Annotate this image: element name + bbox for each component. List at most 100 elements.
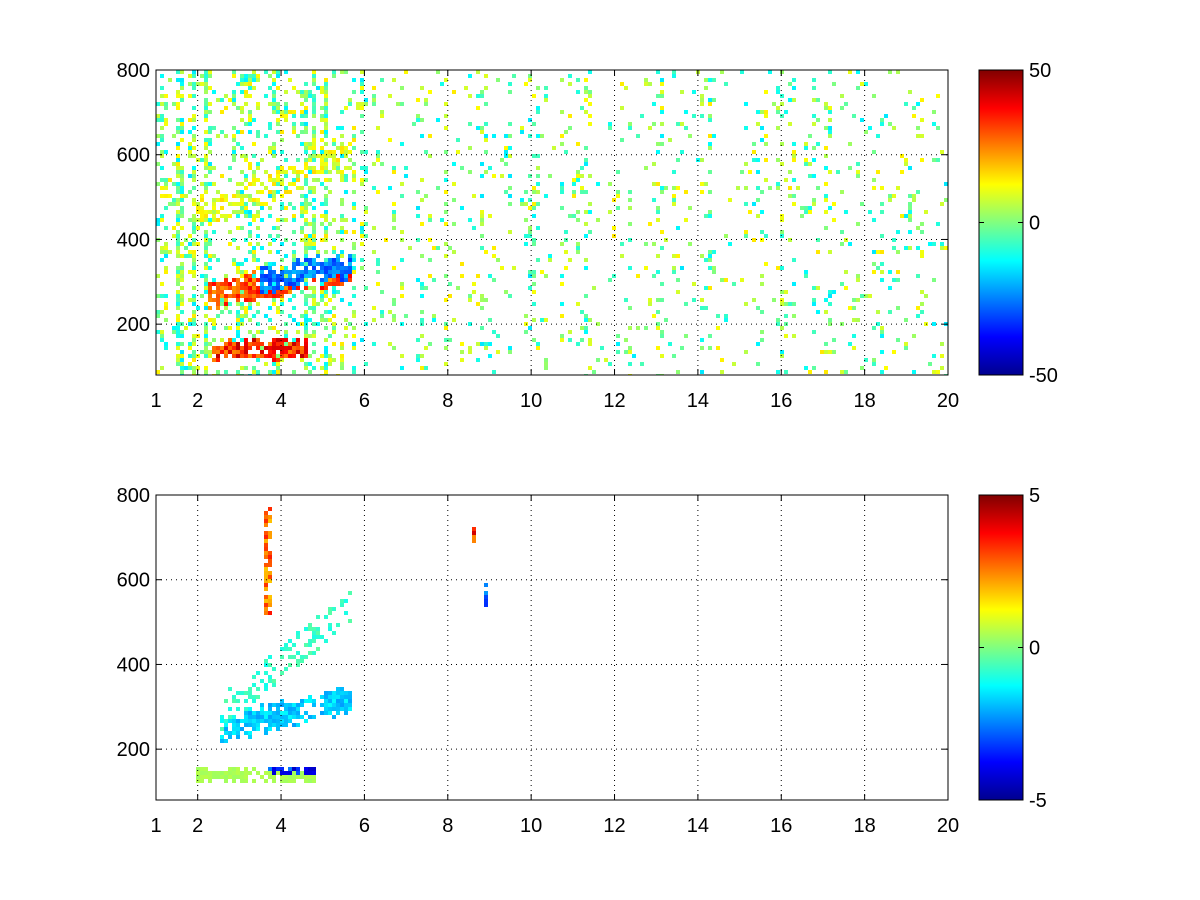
top-heatmap-cell [884, 114, 888, 118]
top-heatmap-cell [756, 362, 760, 366]
top-heatmap-cell [284, 346, 288, 350]
top-heatmap-cell [416, 338, 420, 342]
top-heatmap-cell [900, 170, 904, 174]
top-heatmap-cell [200, 194, 204, 198]
top-heatmap-cell [772, 298, 776, 302]
top-heatmap-cell [880, 270, 884, 274]
top-heatmap-cell [316, 270, 320, 274]
top-heatmap-cell [460, 166, 464, 170]
top-heatmap-cell [312, 94, 316, 98]
top-heatmap-cell [276, 282, 280, 286]
top-heatmap-cell [468, 170, 472, 174]
top-heatmap-cell [500, 266, 504, 270]
top-heatmap-cell [208, 350, 212, 354]
top-heatmap-cell [764, 262, 768, 266]
top-heatmap-cell [248, 74, 252, 78]
top-heatmap-cell [388, 94, 392, 98]
top-heatmap-cell [480, 222, 484, 226]
bottom-heatmap-cell [280, 719, 284, 723]
bottom-heatmap-cell [292, 707, 296, 711]
top-heatmap-cell [444, 326, 448, 330]
top-heatmap-cell [660, 134, 664, 138]
top-heatmap-cell [560, 190, 564, 194]
top-heatmap-cell [220, 130, 224, 134]
top-heatmap-cell [168, 250, 172, 254]
top-heatmap-cell [444, 254, 448, 258]
top-heatmap-cell [824, 154, 828, 158]
top-heatmap-cell [280, 310, 284, 314]
top-heatmap-cell [880, 326, 884, 330]
top-heatmap-cell [692, 282, 696, 286]
top-heatmap-cell [292, 338, 296, 342]
top-heatmap-cell [536, 202, 540, 206]
top-heatmap-cell [780, 350, 784, 354]
top-heatmap-cell [240, 90, 244, 94]
top-heatmap-cell [204, 114, 208, 118]
top-heatmap-cell [180, 266, 184, 270]
top-heatmap-cell [268, 286, 272, 290]
bottom-heatmap-cell [304, 627, 308, 631]
top-heatmap-cell [400, 142, 404, 146]
top-heatmap-cell [592, 370, 596, 374]
top-heatmap-cell [280, 270, 284, 274]
top-heatmap-cell [332, 274, 336, 278]
top-heatmap-cell [748, 210, 752, 214]
top-heatmap-cell [236, 326, 240, 330]
bottom-heatmap-cell [340, 695, 344, 699]
top-heatmap-cell [304, 274, 308, 278]
top-heatmap-cell [688, 134, 692, 138]
top-heatmap-cell [620, 242, 624, 246]
top-heatmap-cell [352, 178, 356, 182]
top-heatmap-cell [532, 270, 536, 274]
bottom-heatmap-cell [244, 779, 248, 783]
top-heatmap-cell [616, 350, 620, 354]
top-heatmap-cell [660, 78, 664, 82]
top-heatmap-cell [332, 282, 336, 286]
top-heatmap-cell [340, 266, 344, 270]
top-heatmap-cell [300, 130, 304, 134]
top-heatmap-cell [240, 198, 244, 202]
top-heatmap-cell [372, 94, 376, 98]
top-heatmap-cell [360, 106, 364, 110]
top-heatmap-cell [312, 146, 316, 150]
bottom-heatmap-cell [268, 727, 272, 731]
top-heatmap-cell [864, 358, 868, 362]
top-heatmap-cell [288, 346, 292, 350]
top-heatmap-cell [320, 90, 324, 94]
top-heatmap-cell [324, 294, 328, 298]
top-heatmap-cell [828, 302, 832, 306]
top-heatmap-cell [420, 310, 424, 314]
top-heatmap-cell [308, 306, 312, 310]
bottom-heatmap-cell [208, 775, 212, 779]
top-heatmap-cell [628, 346, 632, 350]
top-heatmap-cell [544, 86, 548, 90]
top-heatmap-cell [672, 266, 676, 270]
top-heatmap-cell [340, 270, 344, 274]
top-heatmap-cell [312, 334, 316, 338]
bottom-heatmap-cell [324, 695, 328, 699]
bottom-heatmap-cell [280, 671, 284, 675]
top-heatmap-cell [272, 238, 276, 242]
top-heatmap-cell [244, 286, 248, 290]
top-heatmap-cell [324, 94, 328, 98]
top-heatmap-cell [300, 314, 304, 318]
top-heatmap-cell [232, 150, 236, 154]
top-heatmap-cell [240, 338, 244, 342]
top-heatmap-cell [304, 234, 308, 238]
top-heatmap-cell [232, 194, 236, 198]
top-heatmap-cell [340, 262, 344, 266]
top-heatmap-cell [292, 370, 296, 374]
top-heatmap-cell [656, 142, 660, 146]
top-heatmap-cell [364, 166, 368, 170]
top-heatmap-cell [660, 190, 664, 194]
top-heatmap-cell [164, 266, 168, 270]
top-heatmap-cell [480, 342, 484, 346]
top-heatmap-cell [916, 226, 920, 230]
bottom-heatmap-cell [264, 587, 268, 591]
top-heatmap-cell [812, 98, 816, 102]
top-heatmap-cell [160, 334, 164, 338]
top-heatmap-cell [712, 98, 716, 102]
bottom-heatmap-cell [340, 691, 344, 695]
top-heatmap-cell [292, 318, 296, 322]
